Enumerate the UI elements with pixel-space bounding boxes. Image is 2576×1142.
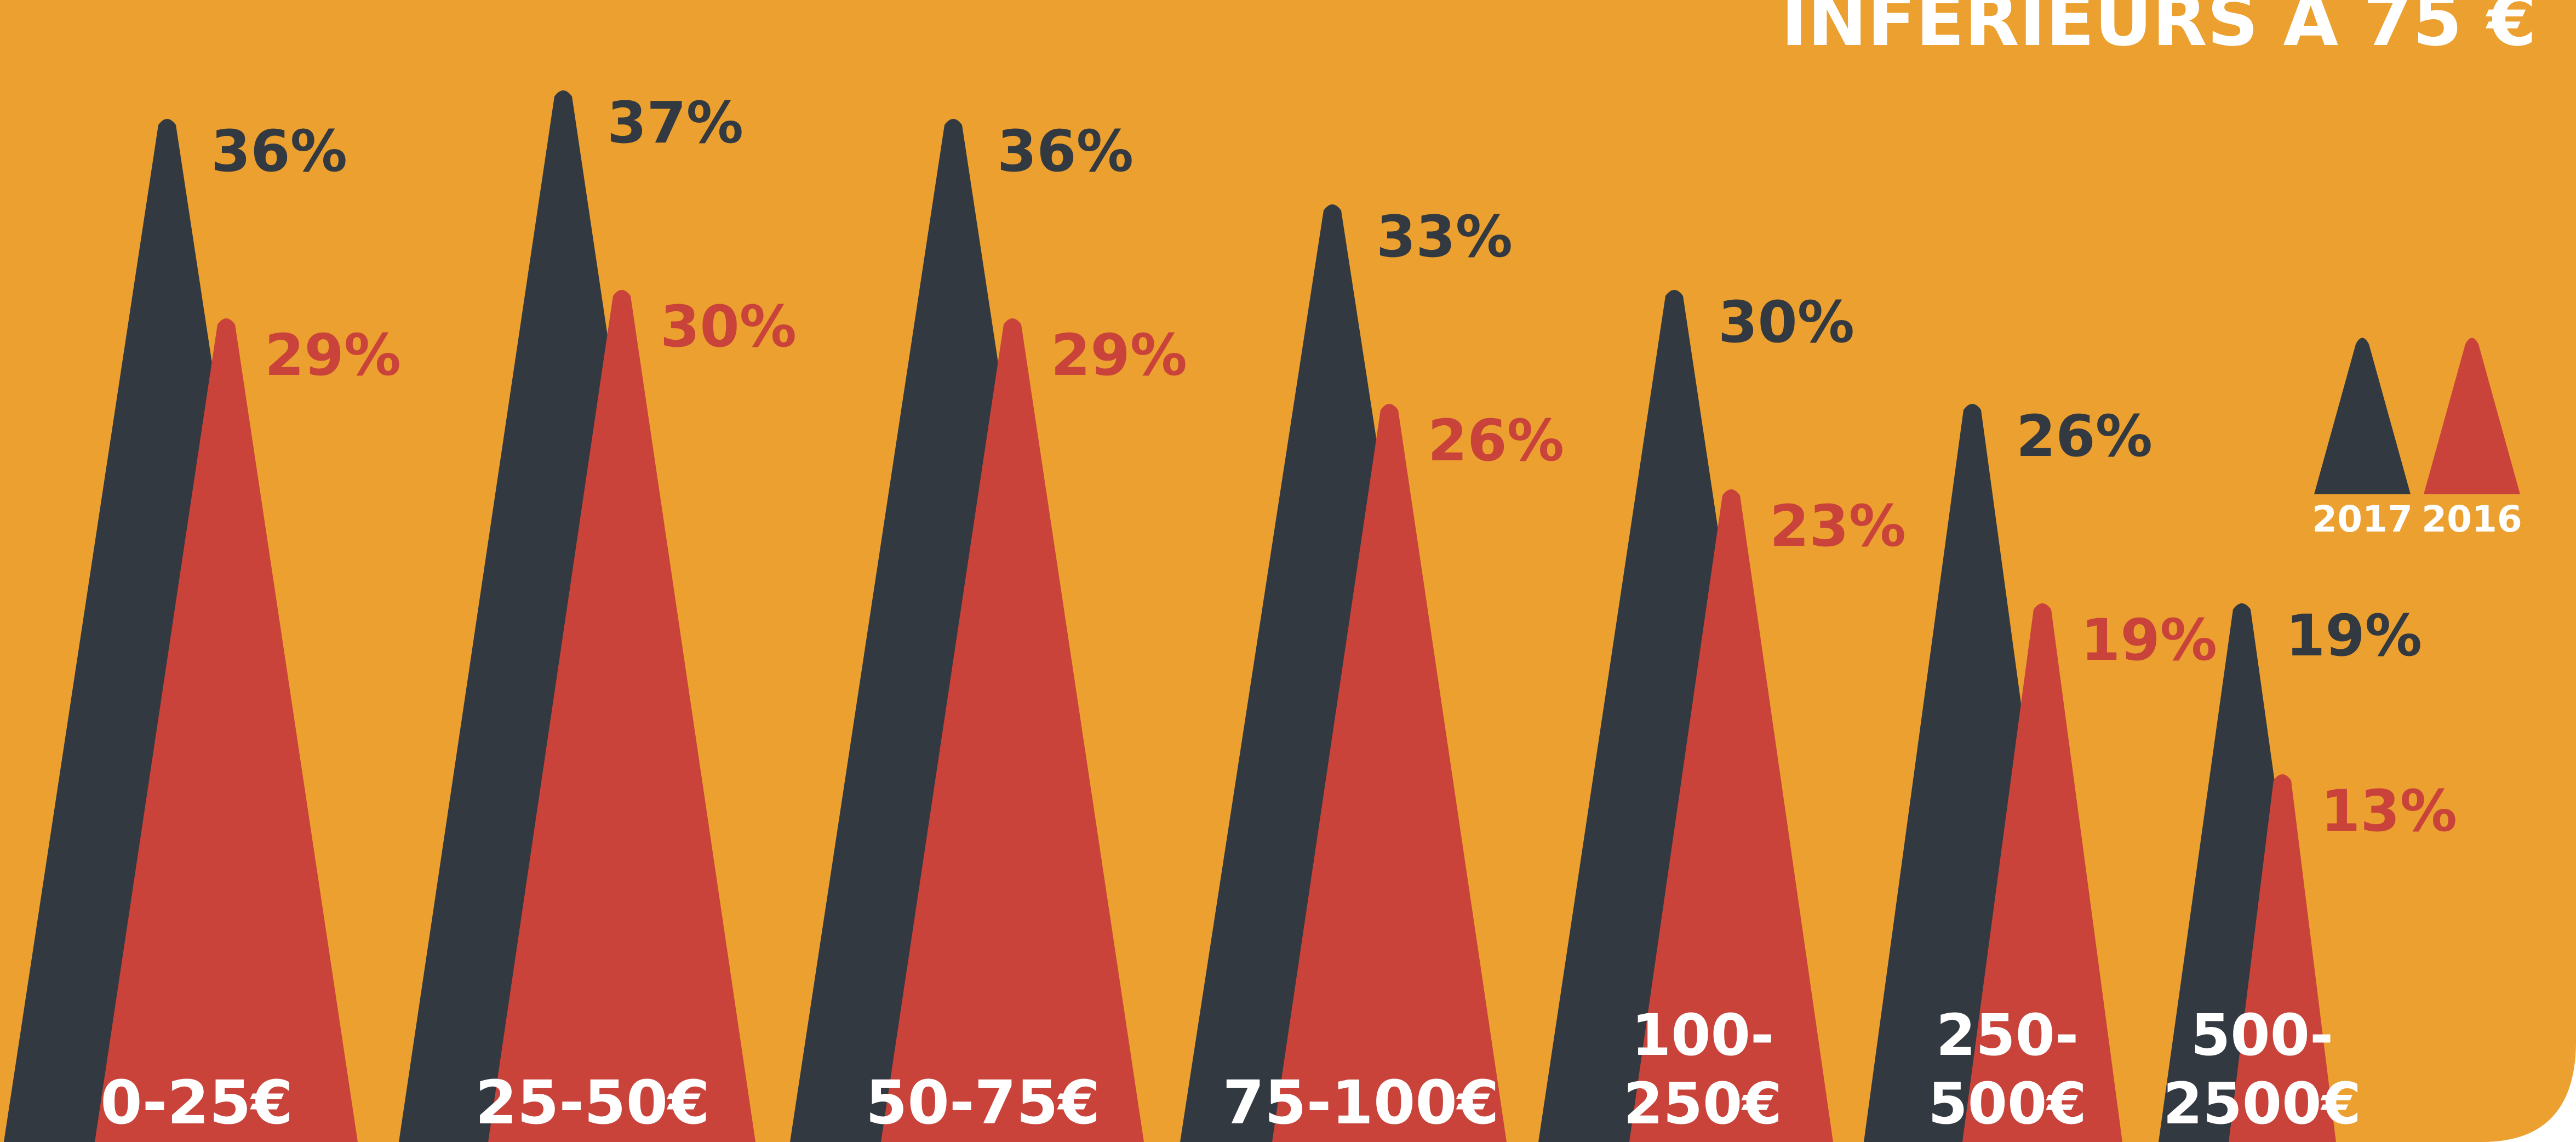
category-label-2: 50-75€ bbox=[866, 1067, 1100, 1138]
category-label-3: 75-100€ bbox=[1223, 1067, 1499, 1138]
chart-title: INFÉRIEURS À 75 € bbox=[1781, 0, 2537, 62]
data-label-2017-2: 36% bbox=[997, 118, 1134, 185]
category-label-4: 100- bbox=[1632, 1002, 1774, 1069]
category-label-4: 250€ bbox=[1623, 1070, 1782, 1137]
data-label-2016-3: 26% bbox=[1428, 407, 1564, 474]
data-label-2016-6: 13% bbox=[2321, 778, 2457, 844]
category-label-0: 0-25€ bbox=[100, 1067, 293, 1138]
data-label-2016-4: 23% bbox=[1770, 493, 1906, 559]
data-label-2017-3: 33% bbox=[1376, 203, 1513, 270]
category-label-6: 500- bbox=[2191, 1002, 2333, 1069]
data-label-2017-0: 36% bbox=[211, 118, 347, 185]
category-label-5: 500€ bbox=[1928, 1070, 2086, 1137]
legend-label-2017: 2017 bbox=[2312, 498, 2413, 540]
category-label-1: 25-50€ bbox=[475, 1067, 709, 1138]
data-label-2017-5: 26% bbox=[2016, 403, 2153, 470]
data-label-2017-6: 19% bbox=[2286, 602, 2422, 669]
data-label-2017-1: 37% bbox=[607, 89, 743, 156]
category-label-6: 2500€ bbox=[2163, 1070, 2361, 1137]
category-label-5: 250- bbox=[1936, 1002, 2079, 1069]
data-label-2016-1: 30% bbox=[660, 293, 797, 360]
data-label-2016-2: 29% bbox=[1051, 322, 1187, 389]
data-label-2017-4: 30% bbox=[1718, 289, 1854, 356]
legend-label-2016: 2016 bbox=[2422, 498, 2522, 540]
data-label-2016-0: 29% bbox=[265, 322, 401, 389]
data-label-2016-5: 19% bbox=[2081, 607, 2217, 673]
